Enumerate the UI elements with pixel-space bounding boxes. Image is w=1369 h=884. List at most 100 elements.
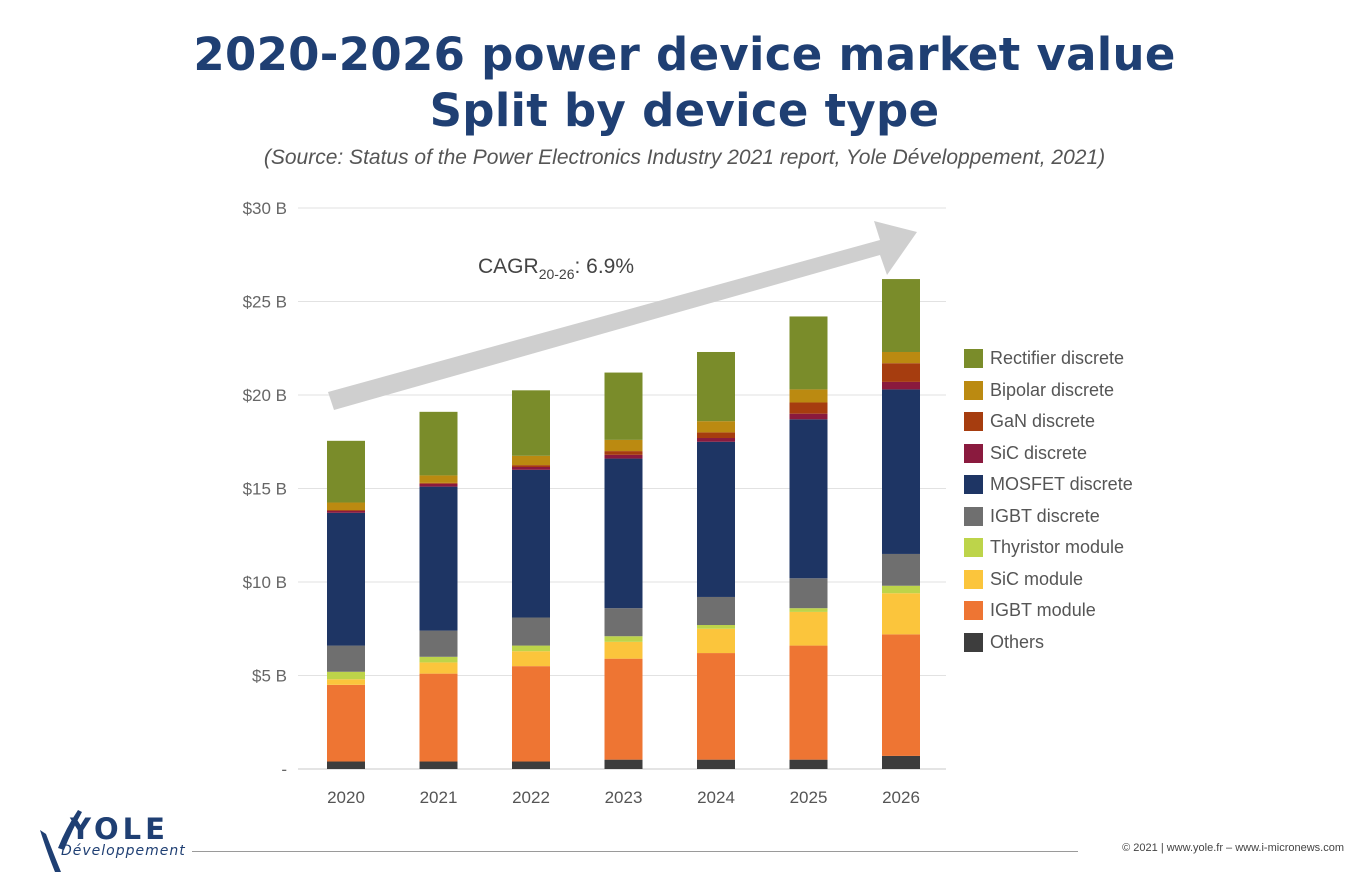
bar-segment-gan-discrete-2022 <box>512 465 550 467</box>
bar-segment-bipolar-discrete-2025 <box>789 389 828 403</box>
y-axis-ticks: - $5 B $10 B $15 B $20 B $25 B $30 B <box>243 199 287 779</box>
x-tick-label: 2024 <box>697 788 735 807</box>
bar-segment-bipolar-discrete-2026 <box>882 351 920 364</box>
bar-segment-igbt-module-2021 <box>419 673 458 762</box>
bar-segment-igbt-module-2023 <box>604 658 643 760</box>
legend-swatch <box>964 601 983 621</box>
bar-segment-mosfet-discrete-2020 <box>327 512 365 646</box>
bar-segment-mosfet-discrete-2024 <box>697 441 735 597</box>
legend-item: MOSFET discrete <box>964 469 1133 501</box>
legend-label: Others <box>990 631 1045 652</box>
bar-segment-thyristor-module-2023 <box>604 636 643 642</box>
footer-copyright: © 2021 | www.yole.fr – www.i-micronews.c… <box>1122 842 1344 854</box>
legend-item: GaN discrete <box>964 406 1133 438</box>
legend-label: Rectifier discrete <box>990 348 1125 369</box>
bar-segment-others-2021 <box>419 761 458 769</box>
x-tick-label: 2023 <box>605 788 643 807</box>
bar-segment-igbt-discrete-2020 <box>327 645 365 672</box>
y-tick-label: $20 B <box>243 386 287 405</box>
bar-segment-thyristor-module-2021 <box>419 656 458 663</box>
bar-segment-sic-discrete-2020 <box>327 510 365 513</box>
bar-segment-others-2020 <box>327 761 365 769</box>
legend-label: SiC discrete <box>990 442 1088 463</box>
legend-item: Bipolar discrete <box>964 375 1133 407</box>
bar-segment-gan-discrete-2026 <box>882 363 920 382</box>
bar-segment-gan-discrete-2020 <box>327 510 365 511</box>
bar-segment-rectifier-discrete-2023 <box>604 372 643 440</box>
bar-segment-others-2026 <box>882 755 920 769</box>
bar-segment-thyristor-module-2024 <box>697 625 735 629</box>
logo-name: YOLE <box>70 812 169 846</box>
legend-item: SiC discrete <box>964 438 1133 470</box>
y-tick-label: $25 B <box>243 293 287 312</box>
x-tick-label: 2022 <box>512 788 550 807</box>
bar-segment-bipolar-discrete-2024 <box>697 421 735 433</box>
legend-item: IGBT discrete <box>964 501 1133 533</box>
bar-segment-bipolar-discrete-2023 <box>604 439 643 452</box>
bar-segment-mosfet-discrete-2021 <box>419 486 458 631</box>
x-tick-label: 2026 <box>882 788 920 807</box>
legend-label: IGBT module <box>990 600 1096 621</box>
legend-label: Bipolar discrete <box>990 379 1115 400</box>
bar-segment-sic-module-2020 <box>327 679 365 685</box>
legend-item: Rectifier discrete <box>964 343 1133 375</box>
bar-segment-igbt-module-2020 <box>327 684 365 762</box>
legend: Rectifier discrete Bipolar discrete GaN di… <box>964 343 1133 658</box>
bar-segment-rectifier-discrete-2025 <box>789 316 828 390</box>
bar-segment-bipolar-discrete-2022 <box>512 455 550 466</box>
bar-segment-sic-module-2022 <box>512 651 550 667</box>
legend-label: MOSFET discrete <box>990 474 1133 495</box>
bar-segment-sic-discrete-2021 <box>419 483 458 487</box>
bar-segment-others-2024 <box>697 759 735 769</box>
bar-segment-mosfet-discrete-2026 <box>882 389 920 554</box>
bar-segment-thyristor-module-2020 <box>327 671 365 680</box>
bar-segment-igbt-module-2025 <box>789 645 828 760</box>
y-tick-label: $15 B <box>243 480 287 499</box>
legend-swatch <box>964 506 983 526</box>
bar-segment-thyristor-module-2025 <box>789 608 828 612</box>
bar-segment-sic-module-2024 <box>697 628 735 654</box>
cagr-annotation: CAGR20-26: 6.9% <box>478 255 634 282</box>
bar-segment-igbt-discrete-2023 <box>604 608 643 637</box>
y-tick-label: $10 B <box>243 573 287 592</box>
y-tick-label: $5 B <box>252 667 287 686</box>
bar-segment-others-2023 <box>604 759 643 769</box>
bar-segment-igbt-module-2022 <box>512 666 550 762</box>
growth-arrow <box>328 221 917 410</box>
legend-swatch <box>964 538 983 558</box>
x-tick-label: 2025 <box>790 788 828 807</box>
bar-segment-thyristor-module-2022 <box>512 645 550 652</box>
legend-swatch <box>964 380 983 400</box>
bar-segment-sic-discrete-2023 <box>604 454 643 459</box>
bar-segment-igbt-discrete-2022 <box>512 617 550 646</box>
legend-swatch <box>964 349 983 369</box>
bar-segment-gan-discrete-2021 <box>419 482 458 484</box>
bar-segment-gan-discrete-2024 <box>697 432 735 439</box>
legend-label: Thyristor module <box>990 537 1125 558</box>
bar-segment-igbt-discrete-2026 <box>882 553 920 586</box>
legend-label: GaN discrete <box>990 411 1096 432</box>
x-tick-label: 2021 <box>420 788 458 807</box>
legend-swatch <box>964 475 983 495</box>
bar-segment-mosfet-discrete-2023 <box>604 458 643 609</box>
source-note: (Source: Status of the Power Electronics… <box>263 146 1106 169</box>
bar-segment-igbt-discrete-2024 <box>697 596 735 626</box>
bar-segment-gan-discrete-2023 <box>604 451 643 455</box>
bar-segment-sic-discrete-2024 <box>697 438 735 442</box>
bar-segment-sic-discrete-2026 <box>882 381 920 390</box>
bar-segment-rectifier-discrete-2022 <box>512 390 550 456</box>
bar-segment-bipolar-discrete-2021 <box>419 475 458 483</box>
bars <box>327 279 920 769</box>
bar-segment-sic-module-2025 <box>789 611 828 646</box>
bar-segment-bipolar-discrete-2020 <box>327 502 365 511</box>
legend-item: Others <box>964 627 1133 659</box>
footer-divider <box>192 851 1078 852</box>
yole-logo-icon <box>40 810 82 872</box>
bar-segment-igbt-module-2024 <box>697 653 735 760</box>
legend-swatch <box>964 632 983 652</box>
chart-subtitle-heading: Split by device type <box>429 84 940 137</box>
legend-item: SiC module <box>964 564 1133 596</box>
bar-segment-sic-module-2026 <box>882 593 920 635</box>
bar-segment-thyristor-module-2026 <box>882 585 920 594</box>
